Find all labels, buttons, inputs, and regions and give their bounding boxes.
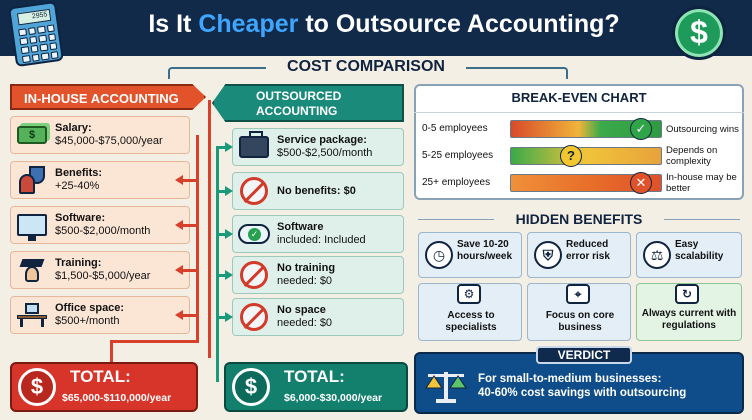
header-bar [0,0,752,56]
break-even-row-small: 0-5 employees ✓ Outsourcing wins [420,118,740,140]
dollar-coin-icon: $ [232,368,270,406]
break-even-row-large: 25+ employees ✕ In-house may be better [422,172,737,194]
lock-shield-icon: ⛨ [534,241,562,269]
benefit-card-regulations: ↻ Always current with regulations [636,283,742,341]
scale-icon: ⚖ [643,241,671,269]
benefit-card-scalability: ⚖ Easy scalability [636,232,742,278]
check-icon: ✓ [630,118,652,140]
in-house-item-office-space: Office space: $500+/month [10,296,190,334]
cost-comparison-label: COST COMPARISON [266,58,466,78]
in-house-item-salary: $ Salary: $45,000-$75,000/year [10,116,190,154]
graduate-icon [19,257,45,283]
cloud-check-icon: ✓ [238,224,270,244]
no-training-icon [240,261,268,289]
outsourced-connector [216,146,219,382]
benefits-icon [19,166,45,194]
clock-icon: ◷ [425,241,453,269]
benefit-card-save-time: ◷ Save 10-20 hours/week [418,232,522,278]
no-space-icon [240,303,268,331]
in-house-header: IN-HOUSE ACCOUNTING [10,84,206,110]
verdict-tag: VERDICT [536,346,632,364]
outsourced-item-space: No space needed: $0 [232,298,404,336]
balance-scale-icon [425,372,467,403]
cash-icon: $ [17,126,47,144]
desk-icon [17,303,47,327]
hidden-benefits-title: HIDDEN BENEFITS [494,211,664,227]
title-highlight: Cheaper [198,10,299,38]
telescope-icon: ⌖ [566,284,590,304]
verdict-text: For small-to-medium businesses: 40-60% c… [478,373,687,399]
in-house-total: $ TOTAL: $65,000-$110,000/year [10,362,198,412]
in-house-item-software: Software: $500-$2,000/month [10,206,190,244]
dollar-badge-icon: $ [672,6,726,60]
monitor-icon [17,214,47,241]
benefit-card-error-risk: ⛨ Reduced error risk [527,232,631,278]
document-refresh-icon: ↻ [675,284,699,304]
dollar-coin-icon: $ [18,368,56,406]
break-even-title: BREAK-EVEN CHART [511,90,647,105]
question-icon: ? [560,145,582,167]
in-house-item-training: Training: $1,500-$5,000/year [10,251,190,289]
in-house-item-benefits: Benefits: +25-40% [10,161,190,199]
no-benefits-icon [240,177,268,205]
outsourced-header: OUTSOURCED ACCOUNTING [212,84,404,122]
break-even-bar [510,120,662,138]
outsourced-total: $ TOTAL: $6,000-$30,000/year [224,362,408,412]
benefit-card-core-business: ⌖ Focus on core business [527,283,631,341]
break-even-row-medium: 5-25 employees ? Depends on complexity [422,145,718,167]
break-even-bar [510,174,662,192]
page-title: Is It Cheaper to Outsource Accounting? [148,10,620,38]
outsourced-item-benefits: No benefits: $0 [232,172,404,210]
benefit-card-specialists: ⚙ Access to specialists [418,283,522,341]
brain-gear-icon: ⚙ [457,284,481,304]
x-icon: ✕ [630,172,652,194]
calculator-display: 2955 [16,8,52,26]
in-house-connector [196,135,199,341]
break-even-bar [510,147,662,165]
briefcase-icon [239,131,269,158]
calculator-icon: 2955 [8,0,64,68]
outsourced-item-software: ✓ Software included: Included [232,215,404,253]
outsourced-item-service-package: Service package: $500-$2,500/month [232,128,404,166]
outsourced-item-training: No training needed: $0 [232,256,404,294]
